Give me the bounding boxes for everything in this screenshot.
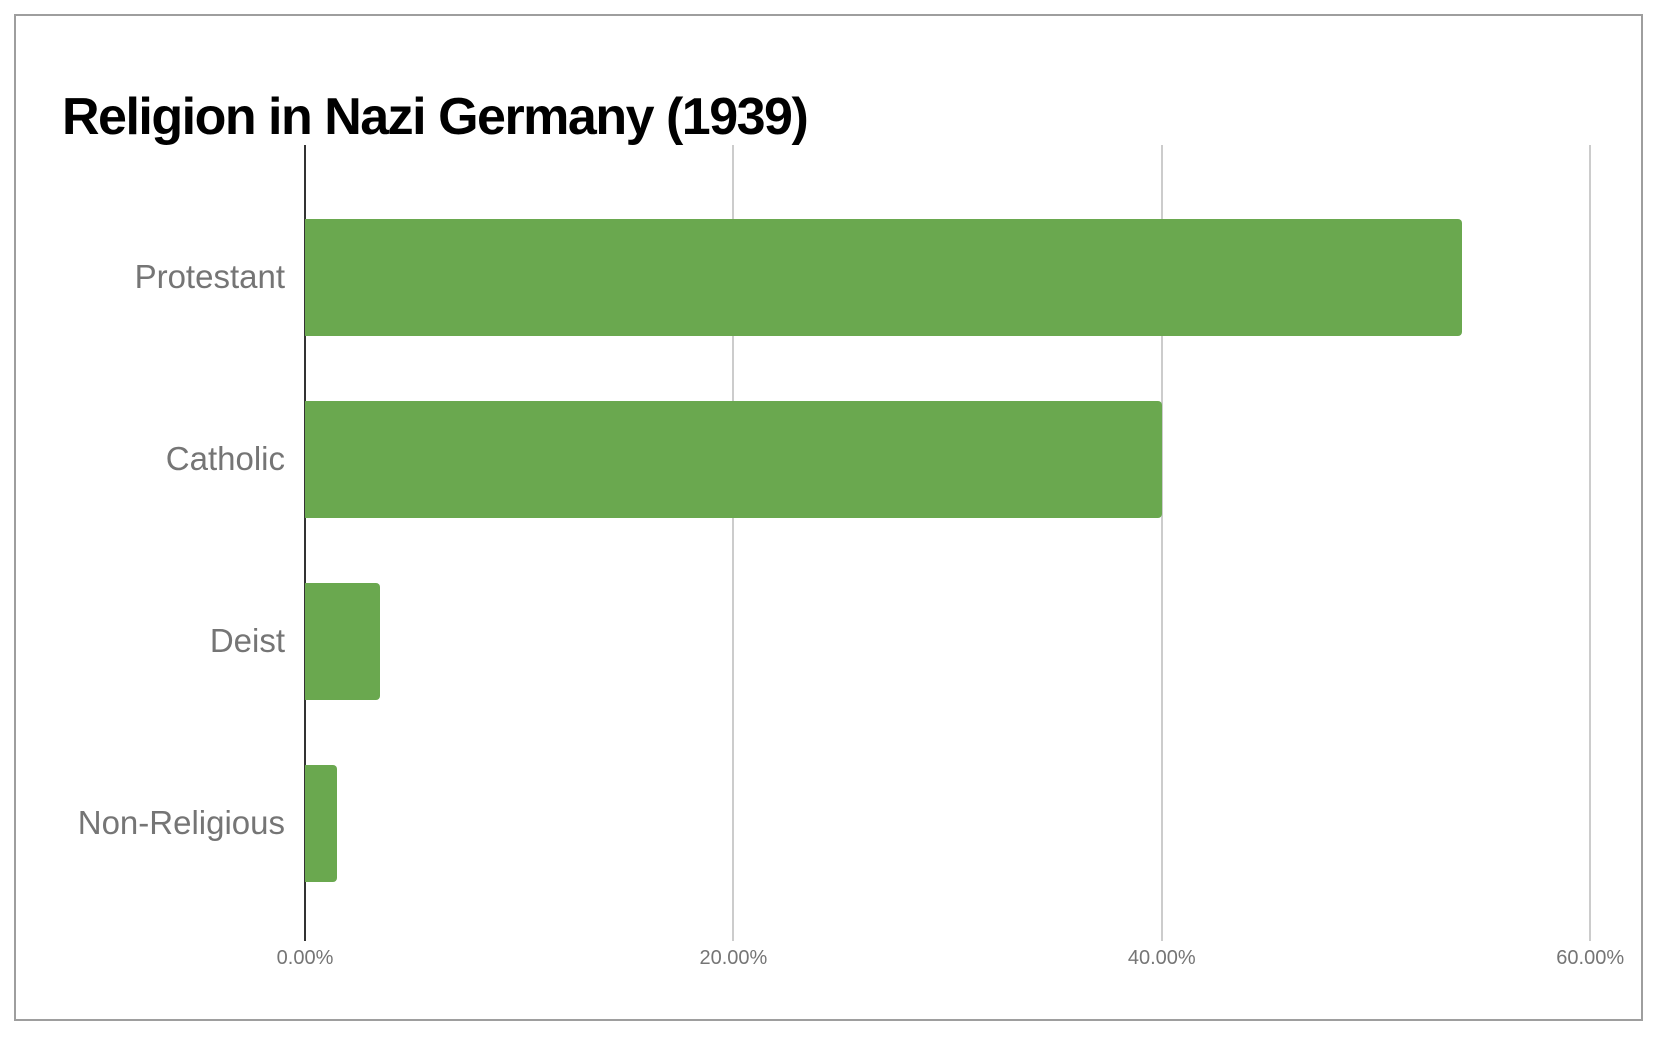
x-tick-label-0: 0.00%	[276, 947, 334, 969]
x-tick-label-60: 60.00%	[1556, 947, 1625, 969]
x-gridline-20	[732, 145, 735, 941]
category-label-protestant: Protestant	[134, 258, 285, 295]
x-tick-label-20: 20.00%	[699, 947, 768, 969]
x-tick-label-40: 40.00%	[1127, 947, 1196, 969]
x-gridline-60	[1589, 145, 1592, 941]
x-gridline-40	[1160, 145, 1163, 941]
chart-frame-border	[14, 14, 1643, 1021]
bar-catholic	[305, 400, 1162, 518]
bar-deist	[305, 582, 380, 700]
bar-non-religious	[305, 764, 338, 882]
category-label-deist: Deist	[209, 622, 285, 659]
bar-protestant	[305, 218, 1462, 336]
x-axis-baseline	[304, 145, 306, 941]
category-label-catholic: Catholic	[165, 440, 285, 477]
category-label-non-religious: Non-Religious	[77, 804, 285, 841]
chart-title: Religion in Nazi Germany (1939)	[62, 87, 809, 146]
